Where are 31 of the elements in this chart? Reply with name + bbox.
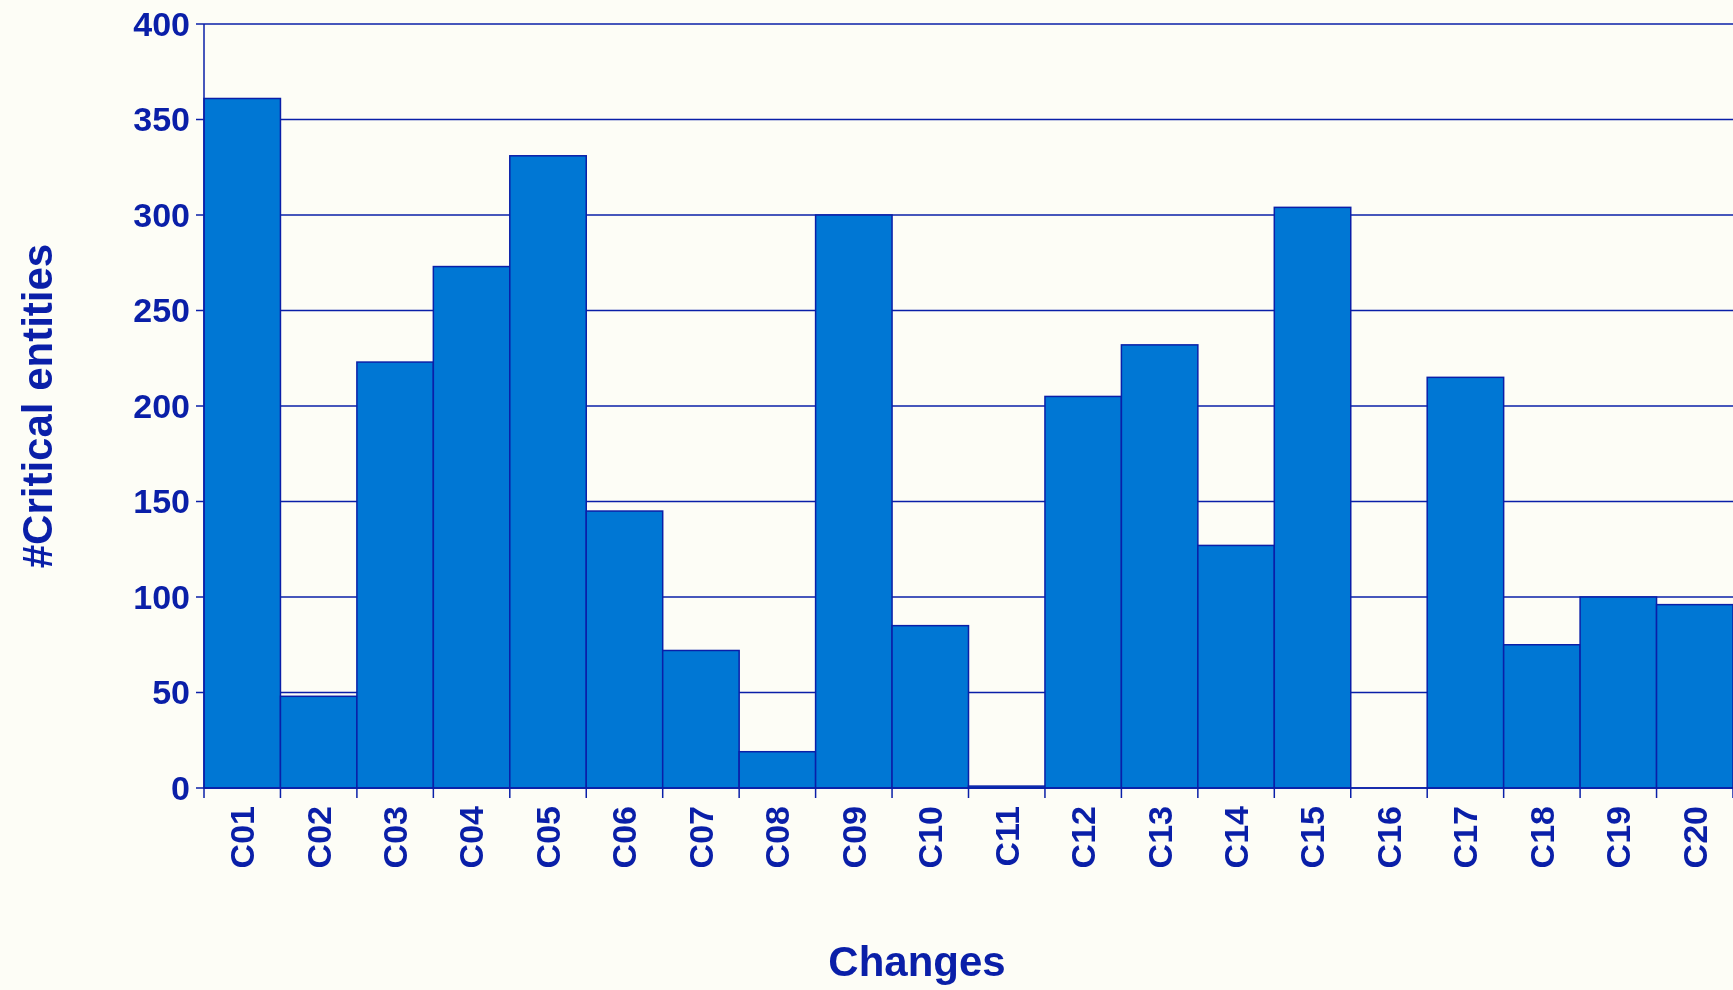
x-tick-label: C20 (1675, 806, 1714, 869)
y-tick-label: 200 (133, 386, 190, 425)
x-tick-label: C09 (834, 806, 873, 869)
x-tick-label: C05 (528, 806, 567, 869)
x-tick-label: C03 (376, 806, 415, 869)
x-tick-label: C06 (605, 806, 644, 869)
x-tick-label: C01 (223, 806, 262, 869)
x-tick-label: C02 (299, 806, 338, 869)
x-axis-title: Changes (828, 938, 1006, 985)
x-tick-label: C08 (758, 806, 797, 869)
y-tick-label: 350 (133, 100, 190, 139)
y-tick-label: 300 (133, 195, 190, 234)
x-tick-label: C12 (1064, 806, 1103, 869)
y-tick-label: 0 (171, 768, 190, 807)
x-tick-label: C15 (1293, 806, 1332, 869)
y-tick-label: 150 (133, 482, 190, 521)
x-tick-label: C10 (911, 806, 950, 869)
y-tick-label: 50 (152, 673, 190, 712)
x-tick-label: C11 (987, 806, 1026, 867)
x-tick-label: C13 (1140, 806, 1179, 869)
x-tick-label: C16 (1369, 806, 1408, 869)
y-tick-label: 100 (133, 577, 190, 616)
x-tick-label: C14 (1216, 805, 1255, 869)
x-tick-label: C19 (1599, 806, 1638, 869)
x-tick-label: C07 (681, 806, 720, 869)
y-tick-label: 400 (133, 4, 190, 43)
x-tick-label: C04 (452, 805, 491, 869)
x-tick-label: C18 (1522, 806, 1561, 869)
x-tick-label: C17 (1446, 806, 1485, 869)
y-tick-label: 250 (133, 291, 190, 330)
y-axis-title: #Critical entities (14, 243, 61, 569)
